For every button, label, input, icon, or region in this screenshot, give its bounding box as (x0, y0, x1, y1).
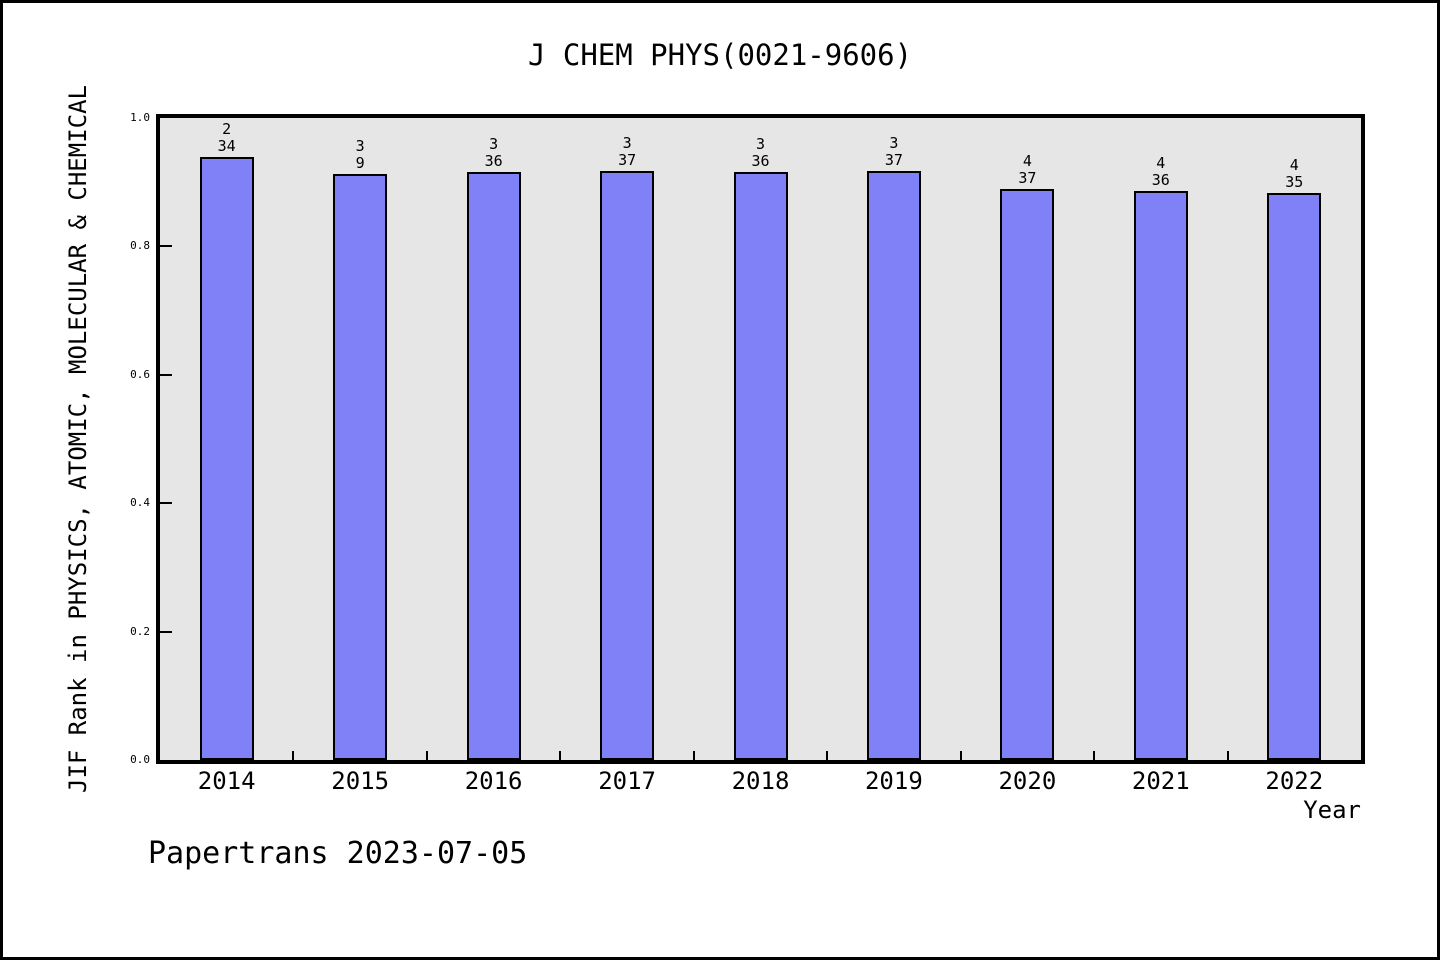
x-tick-label-2018: 2018 (731, 767, 790, 795)
bar-2016 (466, 172, 521, 760)
x-tick-label-2016: 2016 (464, 767, 523, 795)
bar-total: 37 (1018, 169, 1037, 187)
bar-rank: 3 (489, 135, 499, 153)
bar-total: 35 (1285, 173, 1304, 191)
x-tick-label-2017: 2017 (598, 767, 656, 795)
bar-rank: 3 (622, 134, 632, 152)
bar-value-label: 2 34 (167, 121, 287, 155)
bar-2020 (1000, 189, 1055, 760)
bar-2021 (1133, 191, 1188, 760)
bar-total: 36 (484, 152, 503, 170)
x-tick-label-2015: 2015 (331, 767, 390, 795)
bar-total: 36 (751, 152, 770, 170)
bar-value-label: 3 36 (434, 136, 554, 170)
plot-area: 2 34 3 9 3 36 3 37 3 36 3 37 4 37 4 36 4 35 (156, 114, 1365, 764)
bar-value-label: 4 37 (967, 153, 1087, 187)
x-tick-label-2019: 2019 (864, 767, 923, 795)
y-tick-label-0.8: 0.8 (130, 239, 150, 253)
y-tick-label-0.4: 0.4 (130, 496, 150, 510)
bar-total: 34 (217, 137, 236, 155)
x-tick-label-2021: 2021 (1131, 767, 1190, 795)
x-axis-tick (826, 751, 828, 760)
bar-rank: 4 (1022, 152, 1032, 170)
bar-2014 (199, 157, 254, 760)
y-tick-label-1.0: 1.0 (130, 111, 150, 124)
bar-value-label: 4 36 (1101, 155, 1221, 189)
x-axis-tick (559, 751, 561, 760)
bar-2019 (866, 171, 921, 760)
bar-total: 36 (1151, 171, 1170, 189)
bar-2015 (333, 174, 388, 760)
x-tick-label-2022: 2022 (1265, 767, 1324, 795)
chart-title: J CHEM PHYS(0021-9606) (527, 38, 913, 72)
y-tick-label-0.6: 0.6 (130, 367, 150, 381)
x-tick-label-2014: 2014 (197, 767, 256, 795)
bar-rank: 4 (1156, 154, 1166, 172)
x-axis-tick (693, 751, 695, 760)
bar-2018 (733, 172, 788, 760)
y-axis-label: JIF Rank in PHYSICS, ATOMIC, MOLECULAR &… (64, 84, 92, 794)
bar-total: 37 (884, 151, 903, 169)
bar-total: 9 (355, 154, 365, 172)
bar-rank: 4 (1289, 156, 1299, 174)
y-tick-label-0.2: 0.2 (130, 624, 150, 638)
bar-total: 37 (618, 151, 637, 169)
y-axis-tick (160, 245, 172, 247)
footer-watermark: Papertrans 2023-07-05 (148, 836, 528, 871)
bar-2017 (600, 171, 655, 760)
y-axis-tick (160, 374, 172, 376)
x-axis-tick (960, 751, 962, 760)
y-axis-tick (160, 502, 172, 504)
x-axis-tick (1227, 751, 1229, 760)
x-axis-tick (1093, 751, 1095, 760)
x-axis-label: Year (1303, 796, 1361, 824)
bar-2022 (1267, 193, 1322, 760)
x-axis-tick (292, 751, 294, 760)
x-axis-tick (426, 751, 428, 760)
x-tick-label-2020: 2020 (998, 767, 1057, 795)
bar-rank: 2 (222, 120, 232, 138)
bar-rank: 3 (355, 137, 365, 155)
bar-rank: 3 (889, 134, 899, 152)
bar-value-label: 3 36 (701, 136, 821, 170)
y-axis-tick (160, 631, 172, 633)
bar-rank: 3 (755, 135, 766, 153)
bar-value-label: 4 35 (1234, 157, 1354, 191)
y-tick-label-0.0: 0.0 (130, 753, 150, 766)
bar-value-label: 3 37 (834, 135, 954, 169)
bar-value-label: 3 37 (567, 135, 687, 169)
